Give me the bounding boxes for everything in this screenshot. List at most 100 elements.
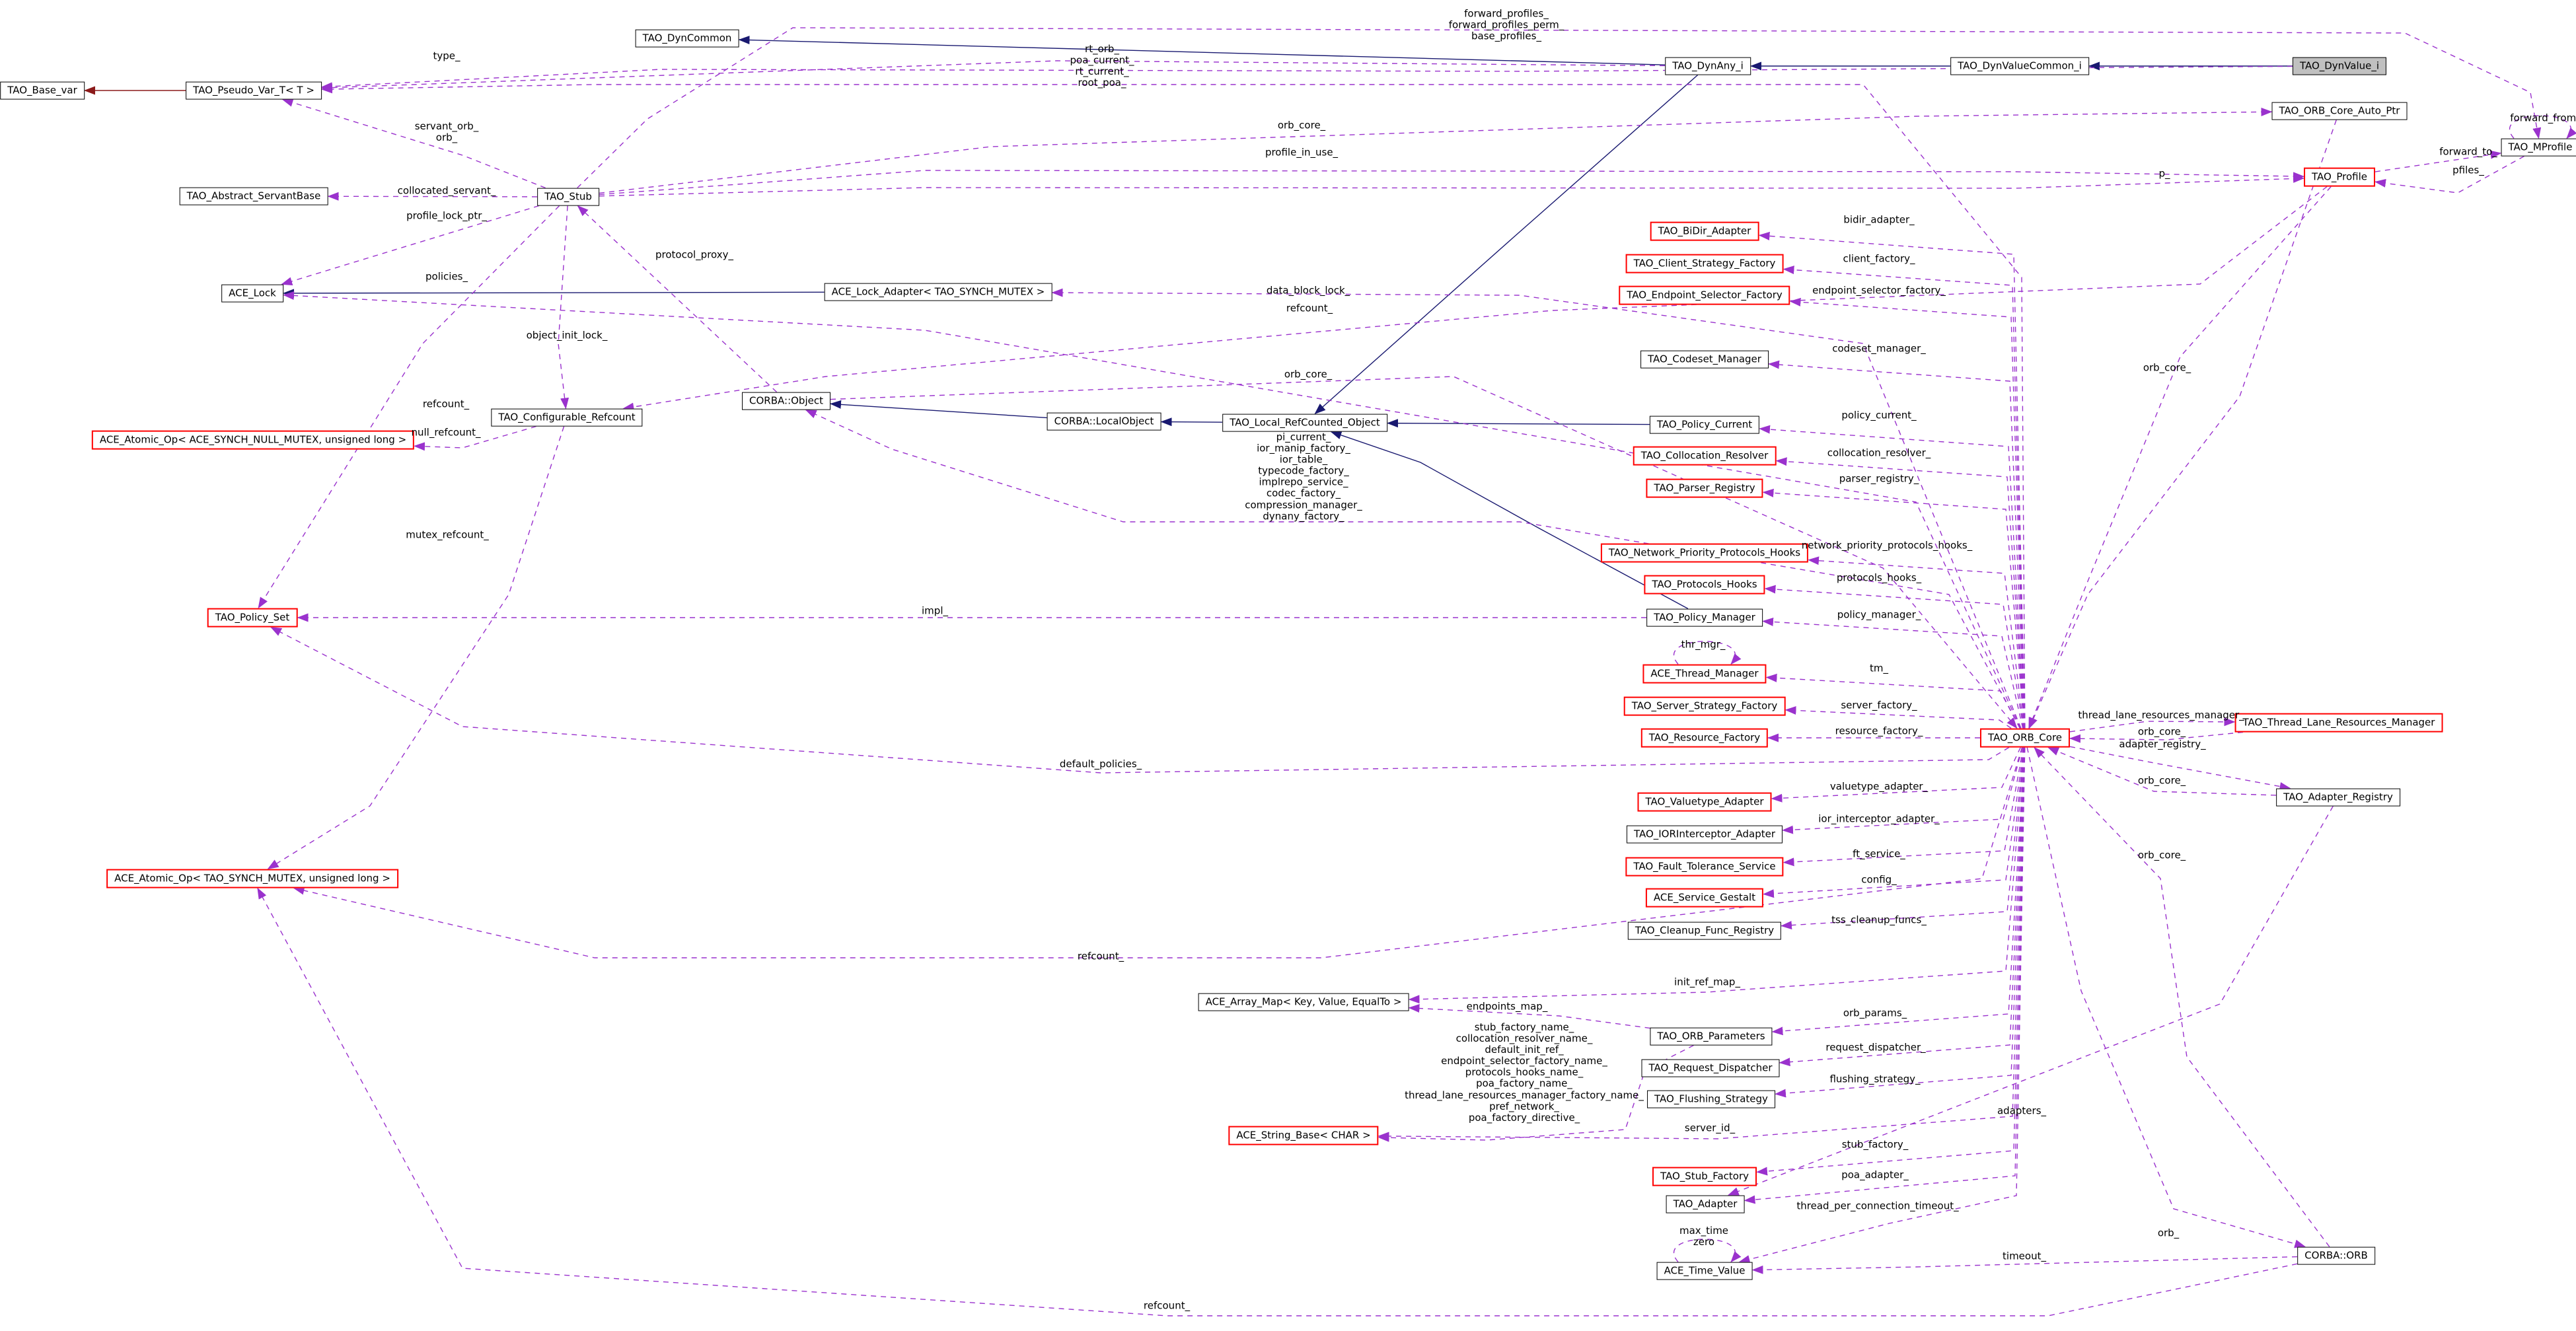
node-tao_cleanup_func_registry[interactable]: TAO_Cleanup_Func_Registry xyxy=(1627,921,1782,940)
node-tao_flushing_strategy[interactable]: TAO_Flushing_Strategy xyxy=(1647,1090,1775,1108)
edge-tao_orb_core-to-ace_string_base xyxy=(1378,747,2026,1141)
node-tao_client_strategy_factory[interactable]: TAO_Client_Strategy_Factory xyxy=(1625,254,1784,273)
edge-tao_stub-to-ace_lock xyxy=(281,205,540,286)
edge-tao_orb_core-to-tao_thread_lane_resources_manager xyxy=(2069,717,2236,733)
node-tao_dyncommon[interactable]: TAO_DynCommon xyxy=(635,29,739,48)
edge-tao_local_refcounted_object-to-corba_localobject xyxy=(1160,417,1223,427)
node-tao_profile[interactable]: TAO_Profile xyxy=(2304,167,2375,187)
node-ace_thread_manager[interactable]: ACE_Thread_Manager xyxy=(1642,664,1767,684)
node-ace_lock[interactable]: ACE_Lock xyxy=(221,284,283,303)
node-tao_bidir_adapter[interactable]: TAO_BiDir_Adapter xyxy=(1650,221,1759,241)
node-tao_stub[interactable]: TAO_Stub xyxy=(537,188,599,206)
node-tao_pseudo_var[interactable]: TAO_Pseudo_Var_T< T > xyxy=(186,81,322,100)
node-tao_endpoint_selector_factory[interactable]: TAO_Endpoint_Selector_Factory xyxy=(1619,285,1790,305)
edge-tao_orb_core-to-tao_policy_manager xyxy=(1762,617,2024,729)
edge-tao_profile-to-tao_configurable_refcount xyxy=(622,186,2328,412)
edge-tao_policy_current-to-tao_local_refcounted_object xyxy=(1387,419,1650,428)
node-tao_fault_tolerance_service[interactable]: TAO_Fault_Tolerance_Service xyxy=(1625,857,1784,877)
edge-tao_orb_core-to-tao_network_priority_protocols_hooks xyxy=(1808,556,2024,729)
node-tao_dynany_i[interactable]: TAO_DynAny_i xyxy=(1665,57,1751,75)
edge-tao_orb_core-to-tao_policy_set xyxy=(270,626,2010,773)
node-corba_object[interactable]: CORBA::Object xyxy=(742,392,830,410)
edge-tao_orb_core-to-tao_protocols_hooks xyxy=(1764,585,2024,729)
node-tao_policy_current[interactable]: TAO_Policy_Current xyxy=(1649,415,1760,434)
edge-tao_orb_core-to-tao_valuetype_adapter xyxy=(1771,747,2021,803)
node-ace_string_base[interactable]: ACE_String_Base< CHAR > xyxy=(1228,1126,1379,1145)
node-tao_orb_core[interactable]: TAO_ORB_Core xyxy=(1979,728,2071,748)
node-tao_collocation_resolver[interactable]: TAO_Collocation_Resolver xyxy=(1633,446,1777,466)
node-tao_parser_registry[interactable]: TAO_Parser_Registry xyxy=(1646,478,1763,498)
node-corba_orb[interactable]: CORBA::ORB xyxy=(2297,1246,2375,1265)
edge-tao_stub-to-tao_policy_set xyxy=(258,205,560,609)
node-tao_codeset_manager[interactable]: TAO_Codeset_Manager xyxy=(1640,350,1769,369)
node-tao_mprofile[interactable]: TAO_MProfile xyxy=(2501,138,2576,157)
edge-tao_orb_core-to-tao_endpoint_selector_factory xyxy=(1789,297,2026,729)
edge-tao_orb_core-to-tao_orb_parameters xyxy=(1771,747,2025,1036)
edge-tao_stub-to-tao_abstract_servantbase xyxy=(327,192,538,201)
edge-tao_orb_core-to-tao_parser_registry xyxy=(1762,488,2025,729)
node-tao_orb_core_auto_ptr[interactable]: TAO_ORB_Core_Auto_Ptr xyxy=(2271,102,2408,120)
node-tao_local_refcounted_object[interactable]: TAO_Local_RefCounted_Object xyxy=(1222,414,1387,432)
node-ace_atomic_op_null[interactable]: ACE_Atomic_Op< ACE_SYNCH_NULL_MUTEX, uns… xyxy=(91,430,415,450)
node-ace_time_value[interactable]: ACE_Time_Value xyxy=(1656,1262,1753,1280)
edge-tao_orb_core-to-corba_object xyxy=(805,409,2020,729)
node-tao_base_var[interactable]: TAO_Base_var xyxy=(0,81,85,100)
edge-tao_orb_core_auto_ptr-to-tao_orb_core xyxy=(2028,120,2337,729)
edge-ace_thread_manager-self xyxy=(1673,641,1742,665)
node-tao_abstract_servantbase[interactable]: TAO_Abstract_ServantBase xyxy=(179,187,328,205)
edge-tao_orb_core-to-tao_codeset_manager xyxy=(1768,360,2026,729)
edge-ace_time_value-self xyxy=(1673,1239,1742,1263)
edge-tao_orb_core-to-tao_policy_current xyxy=(1759,425,2025,729)
edge-tao_configurable_refcount-to-ace_atomic_op_synch xyxy=(267,426,565,870)
edge-tao_stub-to-tao_orb_core_auto_ptr xyxy=(599,107,2273,194)
node-tao_adapter[interactable]: TAO_Adapter xyxy=(1666,1195,1745,1213)
edge-tao_orb_parameters-to-ace_array_map xyxy=(1408,1004,1650,1029)
edge-tao_orb_core-to-ace_lock xyxy=(283,291,2021,729)
node-tao_orb_parameters[interactable]: TAO_ORB_Parameters xyxy=(1650,1027,1773,1046)
node-tao_thread_lane_resources_manager[interactable]: TAO_Thread_Lane_Resources_Manager xyxy=(2234,713,2443,733)
node-tao_iorinterceptor_adapter[interactable]: TAO_IORInterceptor_Adapter xyxy=(1626,825,1783,844)
edge-tao_orb_core-to-tao_stub_factory xyxy=(1756,747,2026,1176)
edge-tao_orb_core-to-tao_pseudo_var xyxy=(321,84,2026,729)
node-tao_network_priority_protocols_hooks[interactable]: TAO_Network_Priority_Protocols_Hooks xyxy=(1600,543,1809,563)
edge-tao_dynany_i-to-tao_local_refcounted_object xyxy=(1314,74,1699,415)
edge-tao_orb_core-to-tao_flushing_strategy xyxy=(1775,747,2026,1098)
node-tao_dynvaluecommon_i[interactable]: TAO_DynValueCommon_i xyxy=(1950,57,2089,75)
edge-tao_stub-to-tao_profile xyxy=(599,170,2304,196)
node-tao_server_strategy_factory[interactable]: TAO_Server_Strategy_Factory xyxy=(1623,696,1786,716)
edge-tao_stub-to-tao_mprofile xyxy=(577,27,2542,188)
node-tao_adapter_registry[interactable]: TAO_Adapter_Registry xyxy=(2276,788,2400,807)
edge-tao_mprofile-self xyxy=(2509,115,2576,139)
node-tao_policy_manager[interactable]: TAO_Policy_Manager xyxy=(1646,608,1763,627)
node-tao_protocols_hooks[interactable]: TAO_Protocols_Hooks xyxy=(1644,575,1765,594)
edge-tao_orb_core-to-tao_bidir_adapter xyxy=(1758,231,2026,729)
node-tao_dynvalue_i[interactable]: TAO_DynValue_i xyxy=(2292,57,2387,75)
edge-corba_orb-to-tao_orb_core xyxy=(2034,746,2330,1247)
edge-tao_orb_core-to-ace_lock_adapter xyxy=(1051,288,2022,729)
edge-tao_dynvalue_i-to-tao_pseudo_var xyxy=(321,65,2293,91)
edge-tao_adapter_registry-to-tao_adapter xyxy=(1727,806,2334,1196)
edge-corba_localobject-to-corba_object xyxy=(830,400,1047,419)
edge-tao_orb_core-to-corba_orb xyxy=(2026,747,2306,1248)
node-tao_resource_factory[interactable]: TAO_Resource_Factory xyxy=(1640,728,1769,748)
node-tao_policy_set[interactable]: TAO_Policy_Set xyxy=(207,608,298,628)
node-ace_lock_adapter[interactable]: ACE_Lock_Adapter< TAO_SYNCH_MUTEX > xyxy=(824,283,1052,301)
node-ace_service_gestalt[interactable]: ACE_Service_Gestalt xyxy=(1645,888,1764,908)
edge-corba_orb-to-ace_atomic_op_synch xyxy=(257,887,2298,1316)
node-tao_configurable_refcount[interactable]: TAO_Configurable_Refcount xyxy=(491,408,643,427)
node-tao_stub_factory[interactable]: TAO_Stub_Factory xyxy=(1652,1167,1757,1186)
edge-tao_orb_core-to-ace_thread_manager xyxy=(1765,673,2021,729)
edge-tao_policy_manager-to-tao_local_refcounted_object xyxy=(1330,431,1689,610)
edge-tao_orb_core-to-ace_atomic_op_synch xyxy=(293,747,2023,958)
node-tao_valuetype_adapter[interactable]: TAO_Valuetype_Adapter xyxy=(1637,792,1772,812)
edge-tao_orb_core-to-tao_server_strategy_factory xyxy=(1785,706,2012,729)
edge-tao_mprofile-to-tao_profile xyxy=(2374,155,2524,194)
node-tao_request_dispatcher[interactable]: TAO_Request_Dispatcher xyxy=(1641,1059,1780,1077)
node-corba_localobject[interactable]: CORBA::LocalObject xyxy=(1047,412,1161,431)
node-ace_atomic_op_synch[interactable]: ACE_Atomic_Op< TAO_SYNCH_MUTEX, unsigned… xyxy=(106,869,398,888)
edge-tao_orb_parameters-to-ace_string_base xyxy=(1378,1044,1694,1142)
node-ace_array_map[interactable]: ACE_Array_Map< Key, Value, EqualTo > xyxy=(1198,993,1409,1011)
edge-corba_orb-to-ace_time_value xyxy=(1751,1256,2298,1274)
